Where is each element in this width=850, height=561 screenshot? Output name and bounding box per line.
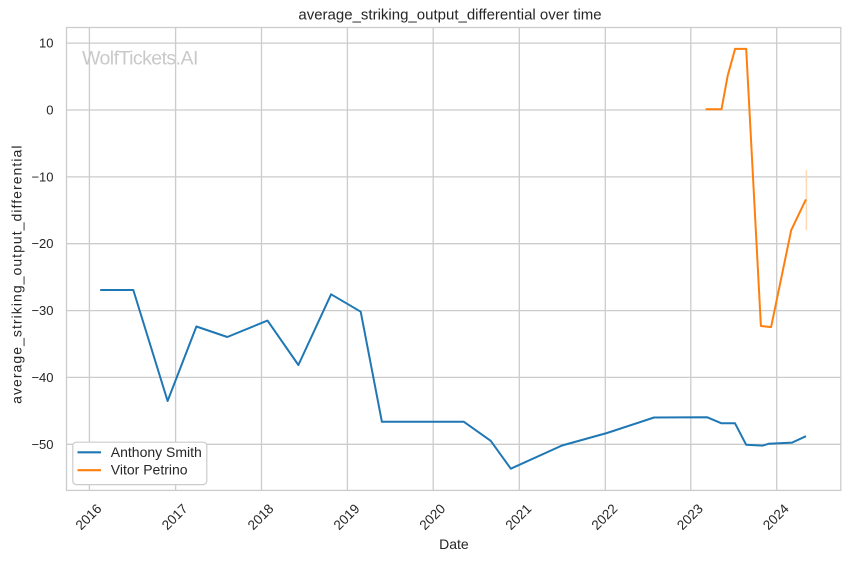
svg-text:Vitor Petrino: Vitor Petrino — [111, 462, 188, 478]
svg-text:Date: Date — [439, 536, 469, 552]
svg-text:average_striking_output_differ: average_striking_output_differential — [9, 145, 25, 404]
svg-text:10: 10 — [39, 36, 53, 51]
svg-text:−20: −20 — [31, 236, 53, 251]
svg-text:−50: −50 — [31, 437, 53, 452]
svg-text:−30: −30 — [31, 303, 53, 318]
svg-text:Anthony Smith: Anthony Smith — [111, 444, 202, 460]
svg-text:−40: −40 — [31, 370, 53, 385]
svg-text:0: 0 — [46, 103, 53, 118]
svg-text:average_striking_output_differ: average_striking_output_differential ove… — [298, 7, 601, 24]
svg-text:WolfTickets.AI: WolfTickets.AI — [82, 48, 198, 70]
svg-text:−10: −10 — [31, 169, 53, 184]
